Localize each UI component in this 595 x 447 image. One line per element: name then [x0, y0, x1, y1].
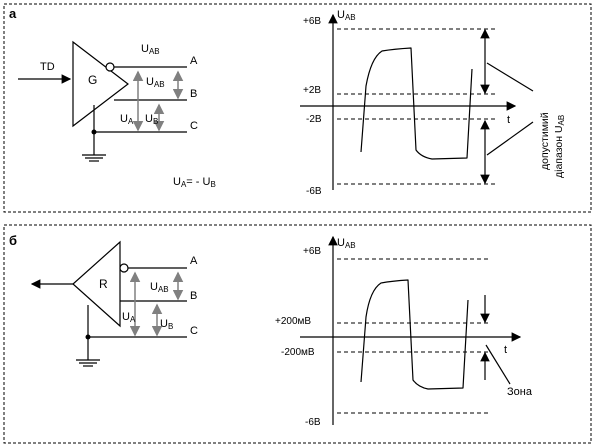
terminal-b-a: A: [190, 255, 198, 267]
uab-label-b: UAB: [150, 281, 169, 294]
inverted-output-bubble: [105, 62, 115, 72]
range-pointer-top: [486, 62, 534, 92]
level-a-1: +2В: [303, 85, 321, 96]
receiver-triangle: [72, 240, 121, 328]
level-b-1: +200мВ: [275, 316, 311, 327]
panel-b: б R A B C UAB UA UB UAB t: [3, 224, 592, 444]
chart-b-t-label: t: [504, 344, 507, 356]
ua-label-b: UA: [122, 311, 136, 324]
receiver-gate-label: R: [99, 277, 108, 291]
driver-gate-label: G: [88, 73, 97, 87]
level-a-0: +6В: [303, 16, 321, 27]
chart-b-y-label: UAB: [337, 237, 356, 250]
formula-label: UA= - UB: [173, 176, 216, 189]
driver-triangle: [72, 40, 129, 128]
junction-dot-b: [85, 334, 91, 340]
level-a-2: -2В: [306, 114, 322, 125]
panel-a: а TD G A B C UAB UAB UA UB UA= - UB: [3, 3, 592, 213]
chart-b-waveform: [360, 279, 469, 390]
ub-label-b: UB: [160, 318, 173, 331]
terminal-b: B: [190, 88, 197, 100]
ub-label: UB: [145, 113, 158, 126]
chart-a-y-label: UAB: [337, 9, 356, 22]
range-pointer-bottom: [486, 121, 534, 156]
terminal-b-b: B: [190, 290, 197, 302]
level-b-3: -6В: [305, 417, 321, 428]
terminal-a: A: [190, 55, 198, 67]
receiver-input-bubble: [119, 263, 129, 273]
chart-a-t-label: t: [507, 114, 510, 126]
chart-b: UAB t +6В +200мВ -200мВ -6В Зона: [275, 235, 533, 428]
zone-label: Зона: [507, 386, 533, 398]
level-b-2: -200мВ: [281, 347, 315, 358]
uab-mid-label: UAB: [146, 76, 165, 89]
panel-a-frame: [3, 3, 592, 213]
terminal-b-c: C: [190, 325, 198, 337]
panel-b-frame: [3, 224, 592, 444]
terminal-c: C: [190, 120, 198, 132]
chart-a-waveform: [360, 47, 473, 160]
range-label-line1: допустимий: [539, 112, 551, 170]
junction-dot: [91, 129, 97, 135]
td-label: TD: [40, 61, 55, 73]
zone-pointer: [485, 344, 511, 385]
panel-b-label: б: [9, 233, 17, 248]
chart-a: UAB t +6В +2В -2В -6В допустимий діапазо…: [300, 9, 566, 197]
level-a-3: -6В: [306, 186, 322, 197]
range-label-line2: діапазон UAB: [553, 115, 566, 178]
uab-top-label: UAB: [141, 43, 160, 56]
panel-a-label: а: [9, 6, 17, 21]
ua-label: UA: [120, 113, 134, 126]
level-b-0: +6В: [303, 246, 321, 257]
